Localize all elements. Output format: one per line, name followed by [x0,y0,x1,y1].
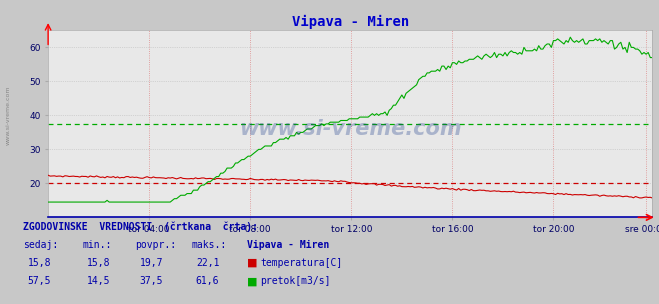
Text: pretok[m3/s]: pretok[m3/s] [260,276,331,286]
Text: 57,5: 57,5 [28,276,51,286]
Text: 37,5: 37,5 [140,276,163,286]
Title: Vipava - Miren: Vipava - Miren [292,15,409,29]
Text: ■: ■ [247,276,258,286]
Text: 22,1: 22,1 [196,258,219,268]
Text: 19,7: 19,7 [140,258,163,268]
Text: min.:: min.: [82,240,112,250]
Text: www.si-vreme.com: www.si-vreme.com [239,119,461,140]
Text: ■: ■ [247,258,258,268]
Text: 15,8: 15,8 [28,258,51,268]
Text: 14,5: 14,5 [87,276,111,286]
Text: Vipava - Miren: Vipava - Miren [247,240,330,250]
Text: maks.:: maks.: [191,240,226,250]
Text: povpr.:: povpr.: [135,240,176,250]
Text: www.si-vreme.com: www.si-vreme.com [5,86,11,145]
Text: temperatura[C]: temperatura[C] [260,258,343,268]
Text: 15,8: 15,8 [87,258,111,268]
Text: 61,6: 61,6 [196,276,219,286]
Text: sedaj:: sedaj: [23,240,58,250]
Text: ZGODOVINSKE  VREDNOSTI  (črtkana  črta):: ZGODOVINSKE VREDNOSTI (črtkana črta): [23,221,258,232]
